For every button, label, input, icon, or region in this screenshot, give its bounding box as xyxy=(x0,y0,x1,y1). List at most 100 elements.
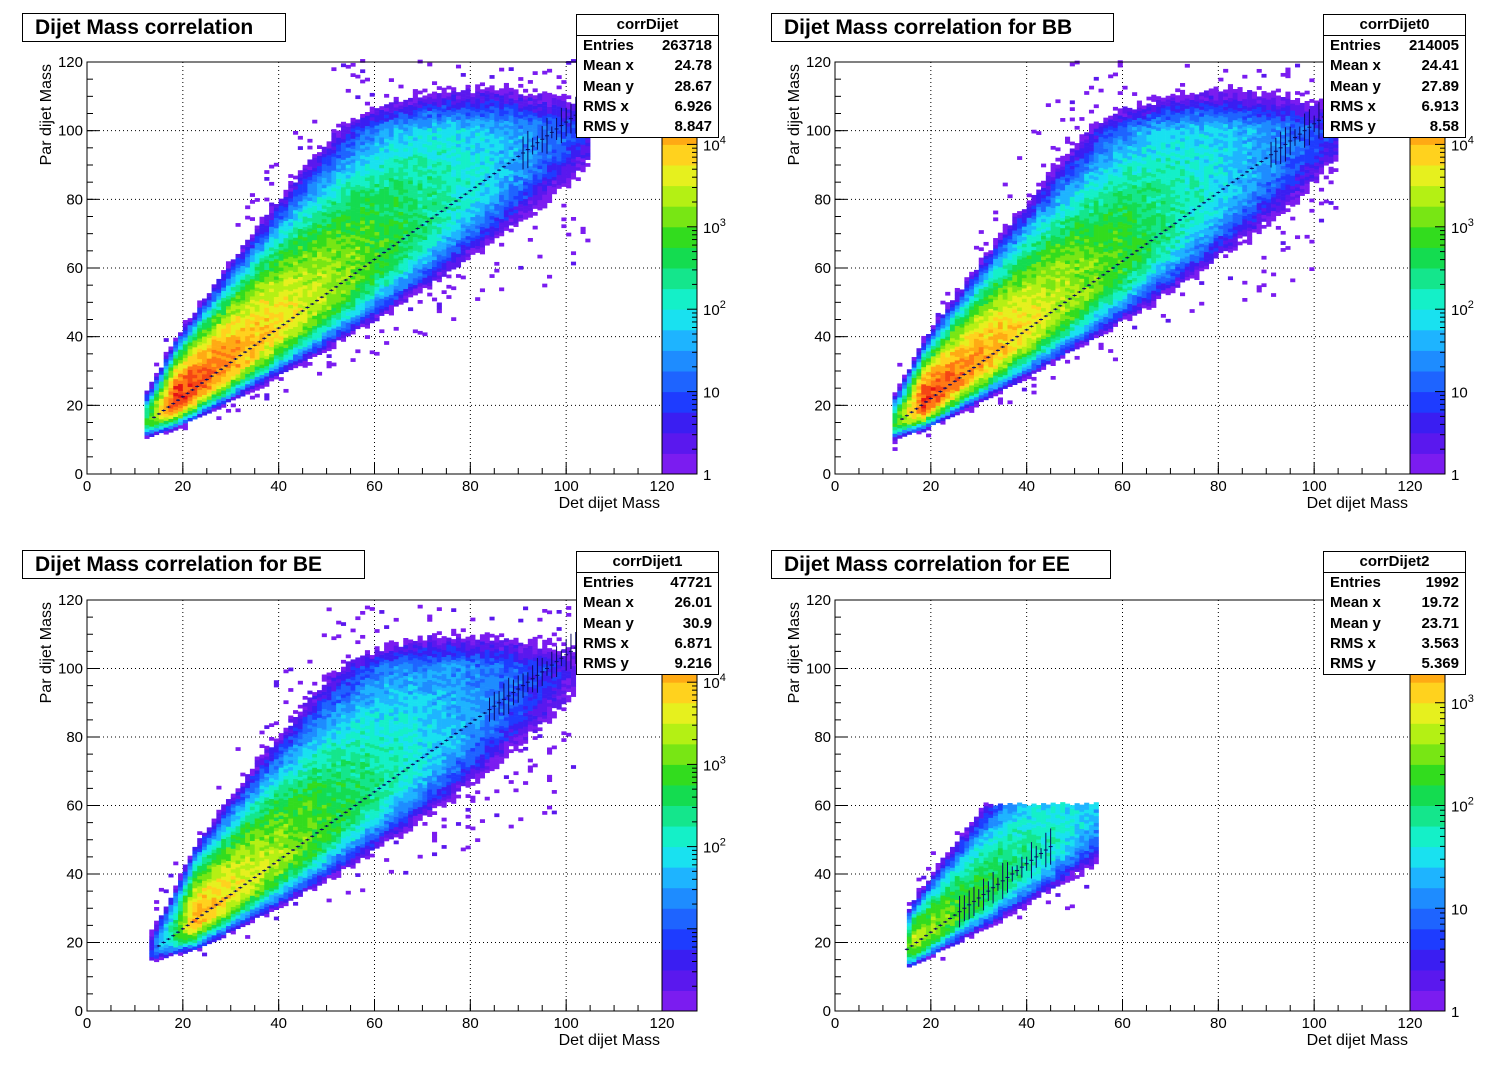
heatmap-cell xyxy=(508,91,514,96)
heatmap-cell xyxy=(288,259,294,264)
heatmap-cell xyxy=(216,351,222,355)
heatmap-cell xyxy=(441,266,447,270)
heatmap-cell xyxy=(479,106,486,111)
heatmap-cell xyxy=(398,232,404,237)
heatmap-cell xyxy=(297,194,303,198)
heatmap-cell xyxy=(484,159,490,164)
heatmap-cell xyxy=(398,252,404,257)
heatmap-cell xyxy=(427,165,433,170)
heatmap-cell xyxy=(369,175,375,180)
heatmap-cell xyxy=(211,284,217,289)
heatmap-cell xyxy=(441,149,447,154)
heatmap-cell xyxy=(532,212,538,216)
heatmap-cell xyxy=(288,294,294,299)
heatmap-cell xyxy=(388,136,394,141)
heatmap-cell xyxy=(422,215,428,220)
heatmap-cell xyxy=(432,259,438,264)
heatmap-cell xyxy=(897,362,903,367)
heatmap-cell xyxy=(331,163,337,168)
heatmap-cell xyxy=(350,152,356,156)
heatmap-cell xyxy=(221,349,227,353)
heatmap-cell xyxy=(283,292,289,297)
heatmap-cell xyxy=(168,370,174,375)
heatmap-cell xyxy=(202,350,208,354)
heatmap-cell xyxy=(422,129,428,134)
heatmap-cell xyxy=(897,428,903,432)
heatmap-cell xyxy=(446,154,452,159)
heatmap-cell xyxy=(350,124,356,129)
heatmap-cell xyxy=(331,338,337,343)
heatmap-cell xyxy=(494,90,500,95)
heatmap-cell xyxy=(412,260,418,265)
heatmap-cell xyxy=(906,376,912,380)
heatmap-cell xyxy=(398,235,404,240)
heatmap-cell xyxy=(302,274,308,279)
heatmap-cell xyxy=(158,377,164,382)
heatmap-cell xyxy=(307,286,313,291)
heatmap-cell xyxy=(398,115,404,120)
heatmap-cell xyxy=(465,198,471,202)
heatmap-cell xyxy=(441,176,447,181)
heatmap-cell xyxy=(249,282,256,287)
heatmap-cell xyxy=(355,143,361,148)
heatmap-cell xyxy=(412,281,418,286)
heatmap-cell xyxy=(527,213,533,218)
heatmap-cell xyxy=(503,220,509,225)
heatmap-cell xyxy=(264,293,270,298)
heatmap-cell xyxy=(288,359,294,364)
heatmap-cell xyxy=(417,142,423,146)
heatmap-cell xyxy=(422,105,428,110)
heatmap-cell xyxy=(393,299,399,304)
heatmap-cell xyxy=(388,239,394,244)
heatmap-cell xyxy=(393,193,399,197)
heatmap-cell xyxy=(432,115,438,120)
heatmap-cell xyxy=(317,303,323,307)
heatmap-cell xyxy=(273,286,279,291)
heatmap-cell xyxy=(273,289,279,294)
heatmap-cell xyxy=(930,376,936,381)
heatmap-cell xyxy=(518,197,524,201)
heatmap-cell xyxy=(427,210,433,215)
heatmap-cell xyxy=(455,243,462,247)
heatmap-cell xyxy=(432,249,438,254)
heatmap-cell xyxy=(427,282,433,287)
heatmap-cell xyxy=(930,390,936,395)
heatmap-cell xyxy=(312,305,318,309)
heatmap-cell xyxy=(283,313,289,318)
heatmap-cell xyxy=(317,327,323,331)
heatmap-cell xyxy=(283,244,289,249)
heatmap-cell xyxy=(561,172,567,177)
heatmap-cell xyxy=(360,251,366,256)
heatmap-cell xyxy=(273,204,279,208)
heatmap-cell xyxy=(340,248,347,253)
heatmap-cell xyxy=(446,257,452,262)
heatmap-cell xyxy=(178,407,184,412)
heatmap-cell xyxy=(518,132,524,136)
heatmap-cell xyxy=(197,314,203,318)
heatmap-cell xyxy=(384,214,390,218)
heatmap-cell xyxy=(537,113,543,118)
heatmap-cell xyxy=(240,248,246,253)
heatmap-cell xyxy=(935,381,941,386)
heatmap-cell xyxy=(432,218,438,223)
heatmap-cell xyxy=(182,426,188,431)
heatmap-cell xyxy=(470,161,476,166)
heatmap-cell xyxy=(187,407,193,412)
heatmap-cell xyxy=(336,130,342,135)
heatmap-cell xyxy=(408,242,414,246)
heatmap-cell xyxy=(532,115,538,120)
heatmap-cell xyxy=(269,229,275,234)
heatmap-cell xyxy=(465,249,471,254)
heatmap-cell xyxy=(427,103,433,108)
heatmap-cell xyxy=(336,240,342,245)
heatmap-cell xyxy=(523,198,529,203)
z-tick-label: 103 xyxy=(703,217,726,237)
heatmap-cell xyxy=(508,166,514,171)
heatmap-cell xyxy=(206,293,212,297)
heatmap-cell xyxy=(187,383,193,388)
heatmap-cell xyxy=(916,420,922,425)
heatmap-cell xyxy=(455,174,462,179)
heatmap-cell xyxy=(494,138,500,143)
heatmap-cell xyxy=(216,364,222,369)
heatmap-cell xyxy=(417,118,423,122)
